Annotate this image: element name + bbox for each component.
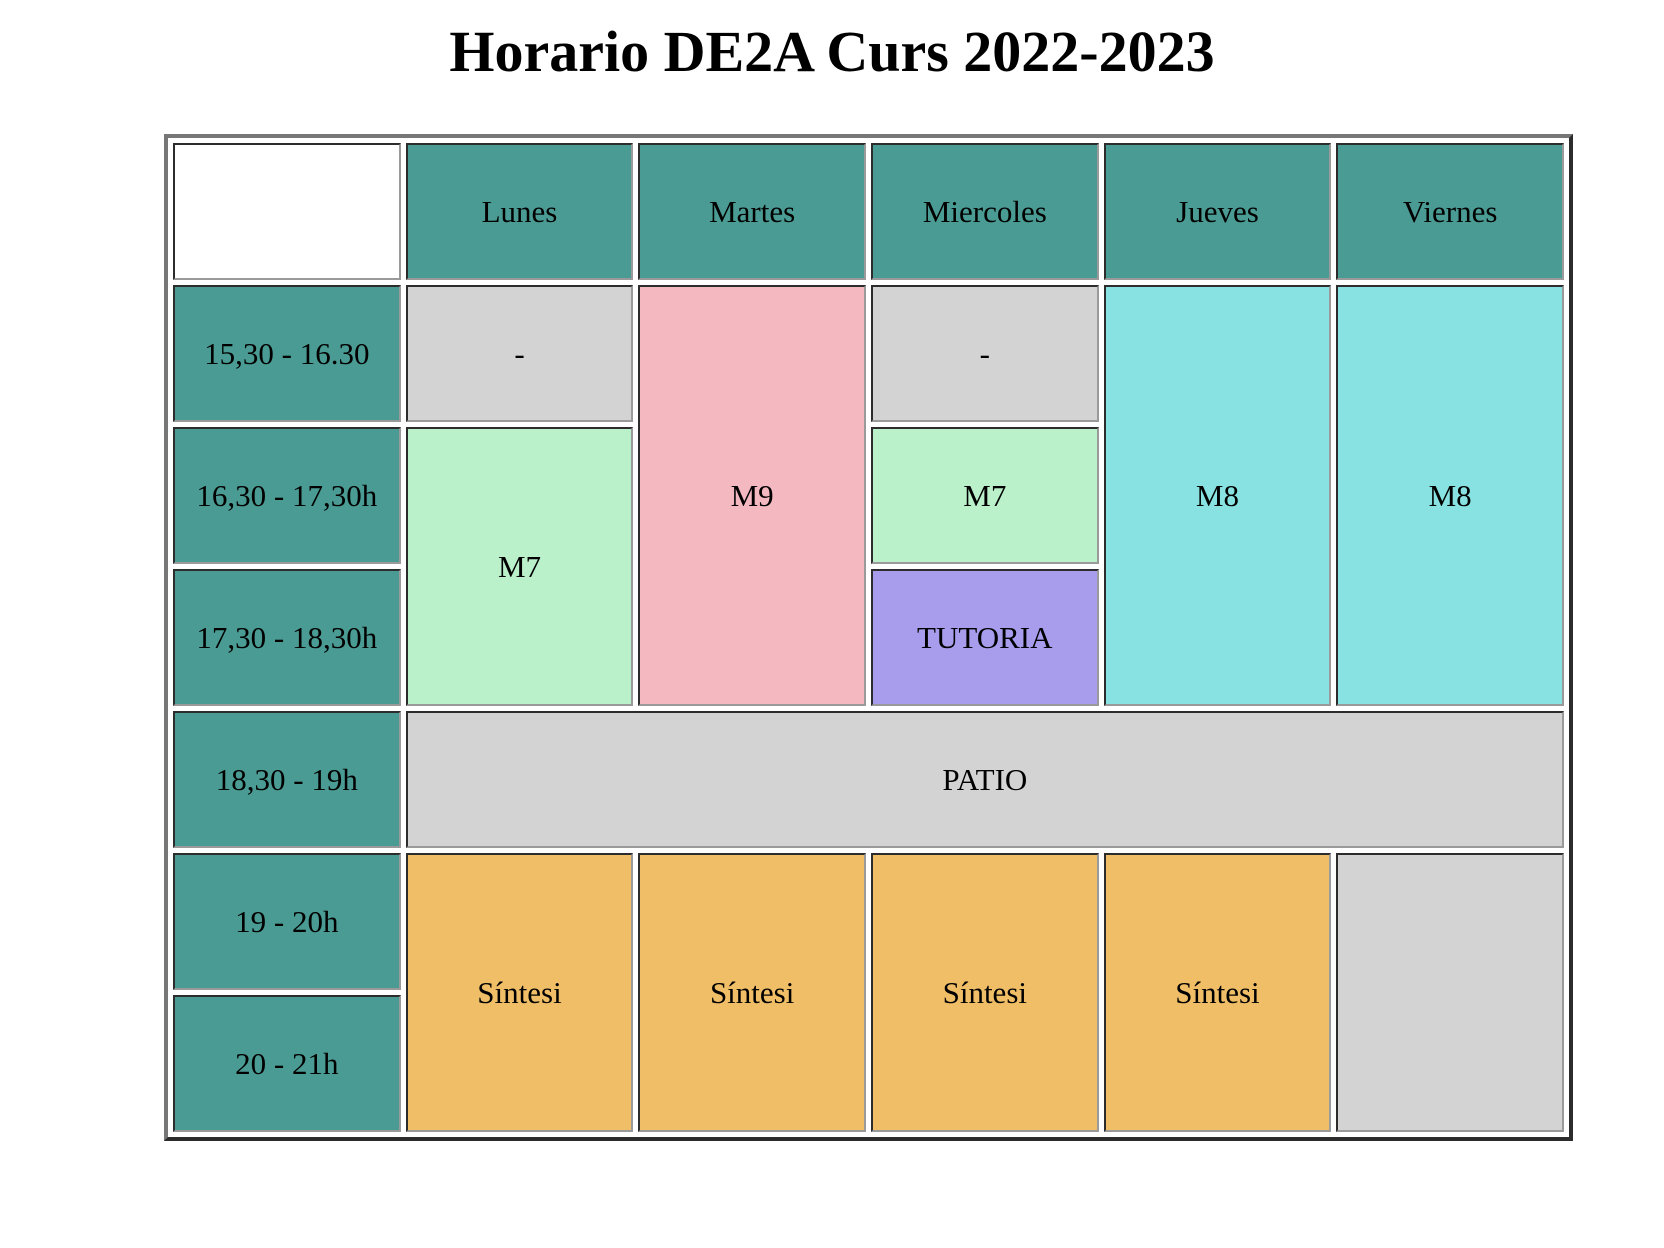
- table-row: 17,30 - 18,30h TUTORIA: [173, 569, 1564, 706]
- timetable: Lunes Martes Miercoles Jueves Viernes 15…: [164, 134, 1573, 1141]
- class-cell-viernes-m8: M8: [1336, 285, 1564, 706]
- header-row: Lunes Martes Miercoles Jueves Viernes: [173, 143, 1564, 280]
- class-cell-miercoles-tutoria: TUTORIA: [870, 569, 1099, 706]
- class-cell-miercoles-sintesi: Síntesi: [870, 853, 1099, 1132]
- time-slot-5: 19 - 20h: [173, 853, 401, 990]
- page-title: Horario DE2A Curs 2022-2023: [449, 19, 1215, 84]
- class-cell-martes-m9: M9: [638, 285, 866, 706]
- day-header-miercoles: Miercoles: [870, 143, 1099, 280]
- time-slot-4: 18,30 - 19h: [173, 711, 401, 848]
- table-row: 18,30 - 19h PATIO: [173, 711, 1564, 848]
- time-slot-2: 16,30 - 17,30h: [173, 427, 401, 564]
- class-cell-lunes-1: -: [405, 285, 634, 422]
- time-slot-3: 17,30 - 18,30h: [173, 569, 401, 706]
- class-cell-miercoles-1: -: [870, 285, 1099, 422]
- day-header-viernes: Viernes: [1336, 143, 1564, 280]
- time-slot-6: 20 - 21h: [173, 995, 401, 1132]
- day-header-jueves: Jueves: [1103, 143, 1332, 280]
- class-cell-jueves-sintesi: Síntesi: [1103, 853, 1332, 1132]
- time-slot-1: 15,30 - 16.30: [173, 285, 401, 422]
- class-cell-jueves-m8: M8: [1103, 285, 1332, 706]
- class-cell-viernes-empty: [1336, 853, 1564, 1132]
- table-row: 15,30 - 16.30 - M9 - M8 M8: [173, 285, 1564, 706]
- day-header-martes: Martes: [638, 143, 866, 280]
- class-cell-lunes-m7: M7: [405, 427, 634, 706]
- class-cell-lunes-sintesi: Síntesi: [405, 853, 634, 1132]
- patio-cell: PATIO: [405, 711, 1564, 848]
- table-row: 19 - 20h Síntesi Síntesi Síntesi Síntesi: [173, 853, 1564, 1132]
- table-row: 20 - 21h: [173, 995, 1564, 1132]
- class-cell-martes-sintesi: Síntesi: [638, 853, 866, 1132]
- table-row: 16,30 - 17,30h M7 M7: [173, 427, 1564, 706]
- day-header-lunes: Lunes: [405, 143, 634, 280]
- class-cell-miercoles-m7: M7: [870, 427, 1099, 564]
- corner-cell: [173, 143, 401, 280]
